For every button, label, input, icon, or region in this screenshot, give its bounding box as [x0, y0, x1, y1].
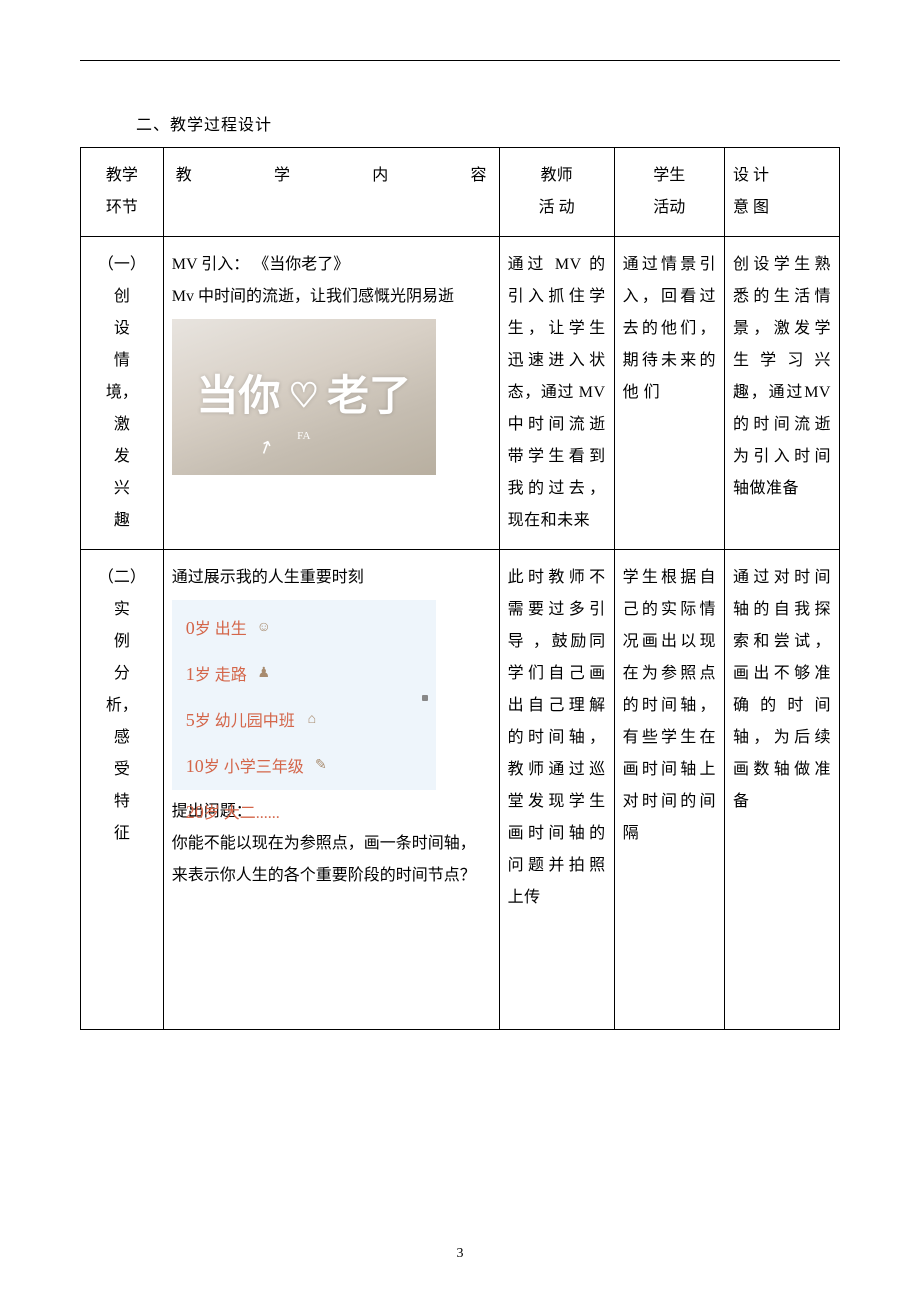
h4a: 学生	[653, 167, 685, 184]
kindergarten-icon: ⌂	[303, 711, 321, 729]
baby-icon: ☺	[255, 619, 273, 637]
table-header-row: 教学环节 教 学 内 容 教师活 动 学生活动 设 计意 图	[81, 148, 840, 237]
table-row-1: （一） 创 设 情 境， 激 发 兴 趣 MV 引入： 《当你老了》 Mv 中时…	[81, 237, 840, 550]
teacher-1: 通过 MV 的引入抓住学生，让学生迅速进入状态，通过 MV 中时间流逝带学生看到…	[499, 237, 614, 550]
h5a: 设 计	[733, 167, 769, 184]
school-icon: ✎	[312, 757, 330, 775]
stage-2: （二） 实 例 分 析， 感 受 特 征	[81, 550, 164, 1030]
mv-thumbnail: 当你 ♡ 老了 FA ↗	[172, 319, 436, 475]
header-stage: 教学环节	[81, 148, 164, 237]
header-content: 教 学 内 容	[163, 148, 499, 237]
h2c: 内	[372, 167, 405, 184]
h3b: 活 动	[539, 199, 575, 216]
header-design: 设 计意 图	[724, 148, 839, 237]
mv-text-1: 当你	[197, 355, 281, 439]
content-2: 通过展示我的人生重要时刻 0岁 出生 ☺ 1岁 走路 ♟ 5岁 幼儿园中班 ⌂ …	[163, 550, 499, 1030]
timeline-5: 5岁 幼儿园中班 ⌂	[186, 702, 422, 738]
heart-icon: ♡	[289, 363, 319, 431]
fa-label: FA	[297, 425, 310, 447]
lesson-table: 教学环节 教 学 内 容 教师活 动 学生活动 设 计意 图 （一） 创 设 情…	[80, 147, 840, 1030]
h2d: 容	[471, 167, 487, 184]
student-1: 通过情景引入，回看过去的他们，期待未来的他 们	[614, 237, 724, 550]
content-2-l1: 通过展示我的人生重要时刻	[172, 562, 491, 594]
question-text: 你能不能以现在为参照点，画一条时间轴，来表示你人生的各个重要阶段的时间节点？	[172, 828, 491, 892]
mv-text-2: 老了	[327, 355, 411, 439]
h1-text: 教学环节	[106, 160, 138, 224]
top-rule	[80, 60, 840, 61]
timeline-20: 20岁 大二......	[186, 794, 422, 830]
timeline-1: 1岁 走路 ♟	[186, 656, 422, 692]
h2b: 学	[274, 167, 307, 184]
h4b: 活动	[653, 199, 685, 216]
student-2: 学生根据自己的实际情况画出以现在为参照点的时间轴，有些学生在画时间轴上对时间的间…	[614, 550, 724, 1030]
page-number: 3	[457, 1246, 464, 1262]
h5b: 意 图	[733, 199, 769, 216]
design-1: 创设学生熟悉的生活情景，激发学生学习兴趣，通过MV的时间流逝为引入时间轴做准备	[724, 237, 839, 550]
table-row-2: （二） 实 例 分 析， 感 受 特 征 通过展示我的人生重要时刻 0岁 出生 …	[81, 550, 840, 1030]
content-1-l2: Mv 中时间的流逝，让我们感慨光阴易逝	[172, 281, 491, 313]
timeline-image: 0岁 出生 ☺ 1岁 走路 ♟ 5岁 幼儿园中班 ⌂ 10岁 小学三年级 ✎ 2…	[172, 600, 436, 790]
dot-marker	[422, 695, 428, 701]
design-2: 通过对时间轴的自我探索和尝试，画出不够准确的时间轴，为后续画数轴做准备	[724, 550, 839, 1030]
header-student: 学生活动	[614, 148, 724, 237]
stage-1: （一） 创 设 情 境， 激 发 兴 趣	[81, 237, 164, 550]
content-1-l1: MV 引入： 《当你老了》	[172, 249, 491, 281]
teacher-2: 此时教师不需要过多引导 ，鼓励同学们自己画出自己理解的时间轴，教师通过巡堂发现学…	[499, 550, 614, 1030]
walk-icon: ♟	[255, 665, 273, 683]
timeline-10: 10岁 小学三年级 ✎	[186, 748, 422, 784]
section-title: 二、教学过程设计	[136, 111, 840, 135]
header-teacher: 教师活 动	[499, 148, 614, 237]
h3a: 教师	[541, 167, 573, 184]
h2a: 教	[176, 167, 209, 184]
timeline-0: 0岁 出生 ☺	[186, 610, 422, 646]
content-1: MV 引入： 《当你老了》 Mv 中时间的流逝，让我们感慨光阴易逝 当你 ♡ 老…	[163, 237, 499, 550]
